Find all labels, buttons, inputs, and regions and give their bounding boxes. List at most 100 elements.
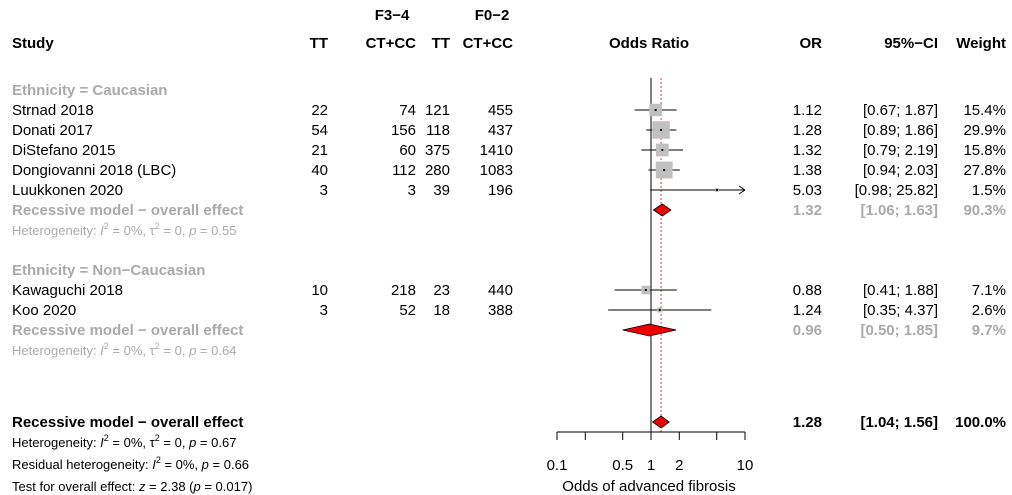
cell-f34-ctcc: 60 — [399, 142, 416, 159]
summary-diamond — [651, 415, 670, 429]
cell-f34-tt: 3 — [320, 302, 328, 319]
overall-weight: 100.0% — [955, 414, 1006, 431]
subgroup-summary-label: Recessive model − overall effect — [12, 202, 243, 219]
subgroup-heterogeneity: Heterogeneity: I2 = 0%, τ2 = 0, p = 0.64 — [12, 341, 236, 358]
study-name: Dongiovanni 2018 (LBC) — [12, 162, 176, 179]
ci-arrow — [738, 185, 746, 195]
cell-f02-ctcc: 437 — [488, 122, 513, 139]
subgroup-summary-weight: 9.7% — [972, 322, 1006, 339]
subgroup-heterogeneity: Heterogeneity: I2 = 0%, τ2 = 0, p = 0.55 — [12, 221, 236, 238]
study-name: Kawaguchi 2018 — [12, 282, 123, 299]
overall-summary-label: Recessive model − overall effect — [12, 414, 243, 431]
subgroup-summary-weight: 90.3% — [963, 202, 1006, 219]
study-name: Koo 2020 — [12, 302, 76, 319]
study-name: Strnad 2018 — [12, 102, 94, 119]
header-or: OR — [800, 35, 823, 52]
cell-or: 1.38 — [793, 162, 822, 179]
cell-f34-ctcc: 156 — [391, 122, 416, 139]
cell-ci: [0.67; 1.87] — [863, 102, 938, 119]
header-weight: Weight — [956, 35, 1006, 52]
cell-f02-ctcc: 1410 — [480, 142, 513, 159]
cell-or: 5.03 — [793, 182, 822, 199]
cell-weight: 15.4% — [963, 102, 1006, 119]
cell-ci: [0.94; 2.03] — [863, 162, 938, 179]
x-tick-label: 0.5 — [612, 457, 633, 474]
header-f34: F3−4 — [375, 7, 410, 24]
cell-ci: [0.35; 4.37] — [863, 302, 938, 319]
cell-f34-ctcc: 218 — [391, 282, 416, 299]
study-point — [715, 189, 718, 191]
cell-or: 0.88 — [793, 282, 822, 299]
cell-ci: [0.98; 25.82] — [855, 182, 938, 199]
study-name: Donati 2017 — [12, 122, 93, 139]
cell-f02-ctcc: 455 — [488, 102, 513, 119]
study-point — [660, 129, 663, 131]
residual-heterogeneity: Residual heterogeneity: I2 = 0%, p = 0.6… — [12, 455, 249, 472]
cell-f02-tt: 375 — [425, 142, 450, 159]
cell-f34-ctcc: 74 — [399, 102, 416, 119]
cell-ci: [0.79; 2.19] — [863, 142, 938, 159]
cell-f02-tt: 23 — [433, 282, 450, 299]
header-ctcc-f02: CT+CC — [463, 35, 514, 52]
study-point — [661, 149, 664, 151]
cell-f02-ctcc: 196 — [488, 182, 513, 199]
cell-or: 1.32 — [793, 142, 822, 159]
header-f02: F0−2 — [475, 7, 510, 24]
header-tt-f34: TT — [310, 35, 328, 52]
cell-ci: [0.89; 1.86] — [863, 122, 938, 139]
header-study: Study — [12, 35, 54, 52]
subgroup-summary-or: 1.32 — [793, 202, 822, 219]
cell-f34-ctcc: 52 — [399, 302, 416, 319]
study-point — [644, 289, 647, 291]
study-point — [663, 169, 666, 171]
header-ctcc-f34: CT+CC — [366, 35, 417, 52]
cell-weight: 7.1% — [972, 282, 1006, 299]
cell-f34-tt: 22 — [311, 102, 328, 119]
cell-f34-ctcc: 112 — [392, 162, 416, 179]
cell-f34-tt: 3 — [320, 182, 328, 199]
subgroup-summary-ci: [0.50; 1.85] — [860, 322, 938, 339]
cell-f02-tt: 18 — [433, 302, 450, 319]
cell-f02-ctcc: 1083 — [480, 162, 513, 179]
test-overall-effect: Test for overall effect: z = 2.38 (p = 0… — [12, 479, 252, 494]
subgroup-title: Ethnicity = Non−Caucasian — [12, 262, 205, 279]
cell-or: 1.28 — [793, 122, 822, 139]
header-ci: 95%−CI — [884, 35, 938, 52]
x-tick-label: 1 — [647, 457, 655, 474]
study-point — [658, 309, 661, 311]
cell-weight: 29.9% — [963, 122, 1006, 139]
cell-weight: 27.8% — [963, 162, 1006, 179]
cell-f02-ctcc: 440 — [488, 282, 513, 299]
cell-f34-ctcc: 3 — [408, 182, 416, 199]
x-tick-label: 0.1 — [547, 457, 568, 474]
x-tick-label: 2 — [675, 457, 683, 474]
cell-f02-tt: 280 — [425, 162, 450, 179]
study-name: Luukkonen 2020 — [12, 182, 123, 199]
cell-f02-ctcc: 388 — [488, 302, 513, 319]
cell-or: 1.12 — [793, 102, 822, 119]
x-axis-label: Odds of advanced fibrosis — [562, 478, 735, 495]
cell-f34-tt: 40 — [311, 162, 328, 179]
subgroup-summary-or: 0.96 — [793, 322, 822, 339]
subgroup-summary-ci: [1.06; 1.63] — [860, 202, 938, 219]
cell-f02-tt: 39 — [433, 182, 450, 199]
cell-f34-tt: 21 — [311, 142, 328, 159]
subgroup-title: Ethnicity = Caucasian — [12, 82, 167, 99]
cell-f02-tt: 118 — [426, 122, 450, 139]
x-tick-label: 10 — [737, 457, 754, 474]
cell-f34-tt: 54 — [311, 122, 328, 139]
overall-or: 1.28 — [793, 414, 822, 431]
cell-or: 1.24 — [793, 302, 822, 319]
cell-f02-tt: 121 — [425, 102, 450, 119]
study-point — [654, 109, 657, 111]
cell-f34-tt: 10 — [311, 282, 328, 299]
study-name: DiStefano 2015 — [12, 142, 115, 159]
cell-weight: 1.5% — [972, 182, 1006, 199]
summary-diamond — [622, 323, 677, 337]
overall-ci: [1.04; 1.56] — [860, 414, 938, 431]
overall-heterogeneity: Heterogeneity: I2 = 0%, τ2 = 0, p = 0.67 — [12, 433, 236, 450]
cell-weight: 2.6% — [972, 302, 1006, 319]
cell-ci: [0.41; 1.88] — [863, 282, 938, 299]
header-odds-ratio: Odds Ratio — [609, 35, 689, 52]
